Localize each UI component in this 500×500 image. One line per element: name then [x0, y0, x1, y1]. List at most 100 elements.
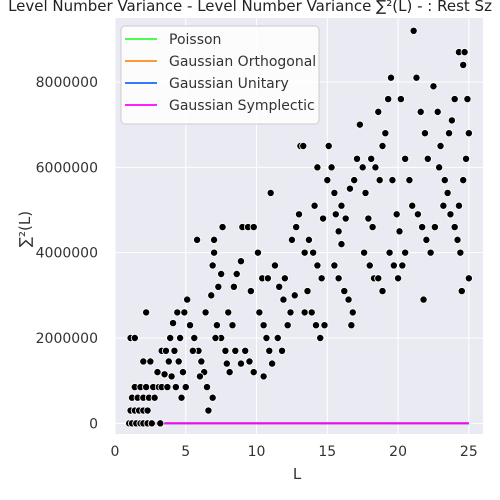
scatter-point [218, 223, 227, 232]
scatter-point [374, 107, 383, 116]
scatter-point [462, 154, 471, 163]
scatter-point [340, 287, 349, 296]
scatter-point [142, 308, 151, 317]
x-tick-label: 25 [460, 444, 478, 460]
scatter-point [222, 359, 231, 368]
scatter-point [263, 274, 272, 283]
scatter-point [353, 154, 362, 163]
scatter-point [337, 240, 346, 249]
scatter-point [341, 214, 350, 223]
scatter-point [401, 248, 410, 257]
scatter-point [419, 295, 428, 304]
scatter-point [436, 141, 445, 150]
scatter-point [183, 295, 192, 304]
scatter-point [171, 383, 180, 392]
scatter-point [166, 333, 175, 342]
scatter-point [287, 235, 296, 244]
scatter-point [217, 269, 226, 278]
scatter-point [259, 372, 268, 381]
scatter-point [245, 357, 254, 366]
chart-title: Level Number Variance - Level Number Var… [8, 0, 492, 15]
scatter-point [266, 188, 275, 197]
scatter-point [300, 248, 309, 257]
scatter-point [176, 333, 185, 342]
scatter-point [378, 141, 387, 150]
scatter-point [142, 383, 151, 392]
scatter-point [457, 287, 466, 296]
scatter-point [304, 235, 313, 244]
scatter-point [204, 406, 213, 415]
scatter-point [212, 321, 221, 330]
x-tick-label: 5 [181, 444, 190, 460]
scatter-point [228, 321, 237, 330]
scatter-point [231, 346, 240, 355]
scatter-point [210, 235, 219, 244]
scatter-point [255, 308, 264, 317]
legend-label: Poisson [169, 32, 221, 48]
scatter-point [381, 129, 390, 138]
scatter-point [350, 176, 359, 185]
scatter-point [423, 154, 432, 163]
y-tick-label: 0 [89, 416, 98, 432]
scatter-point [398, 261, 407, 270]
scatter-point [401, 154, 410, 163]
scatter-point [173, 308, 182, 317]
scatter-point [426, 248, 435, 257]
scatter-point [236, 359, 245, 368]
scatter-point [330, 261, 339, 270]
y-tick-label: 4000000 [36, 246, 98, 262]
scatter-point [207, 291, 216, 300]
scatter-point [320, 321, 329, 330]
y-tick-label: 8000000 [36, 75, 98, 91]
scatter-point [447, 116, 456, 125]
scatter-point [211, 333, 220, 342]
scatter-point [435, 163, 444, 172]
scatter-point [249, 223, 258, 232]
scatter-point [334, 274, 343, 283]
scatter-point [275, 282, 284, 291]
scatter-point [385, 248, 394, 257]
scatter-point [330, 188, 339, 197]
scatter-point [395, 227, 404, 236]
scatter-point [358, 163, 367, 172]
scatter-point [378, 287, 387, 296]
scatter-point [236, 257, 245, 266]
scatter-point [337, 201, 346, 210]
scatter-point [307, 308, 316, 317]
x-axis-label: L [293, 465, 302, 483]
scatter-point [324, 141, 333, 150]
scatter-point [384, 95, 393, 104]
scatter-point [174, 357, 183, 366]
scatter-point [439, 201, 448, 210]
scatter-point [459, 176, 468, 185]
scatter-point [347, 321, 356, 330]
scatter-point [292, 223, 301, 232]
scatter-point [290, 291, 299, 300]
scatter-point [188, 346, 197, 355]
scatter-point [160, 370, 169, 379]
scatter-point [460, 48, 469, 57]
scatter-point [210, 248, 219, 257]
scatter-point [331, 210, 340, 219]
scatter-point [268, 359, 277, 368]
scatter-point [249, 368, 258, 377]
scatter-point [429, 82, 438, 91]
scatter-point [193, 235, 202, 244]
legend-label: Gaussian Orthogonal [169, 54, 316, 70]
scatter-point [355, 120, 364, 129]
scatter-point [464, 129, 473, 138]
scatter-point [300, 308, 309, 317]
scatter-point [422, 235, 431, 244]
scatter-point [294, 210, 303, 219]
scatter-point [445, 129, 454, 138]
scatter-point [450, 223, 459, 232]
scatter-point [229, 282, 238, 291]
scatter-point [371, 163, 380, 172]
scatter-point [409, 26, 418, 35]
scatter-point [299, 141, 308, 150]
scatter-point [214, 282, 223, 291]
scatter-point [146, 357, 155, 366]
scatter-point [388, 176, 397, 185]
scatter-point [167, 372, 176, 381]
